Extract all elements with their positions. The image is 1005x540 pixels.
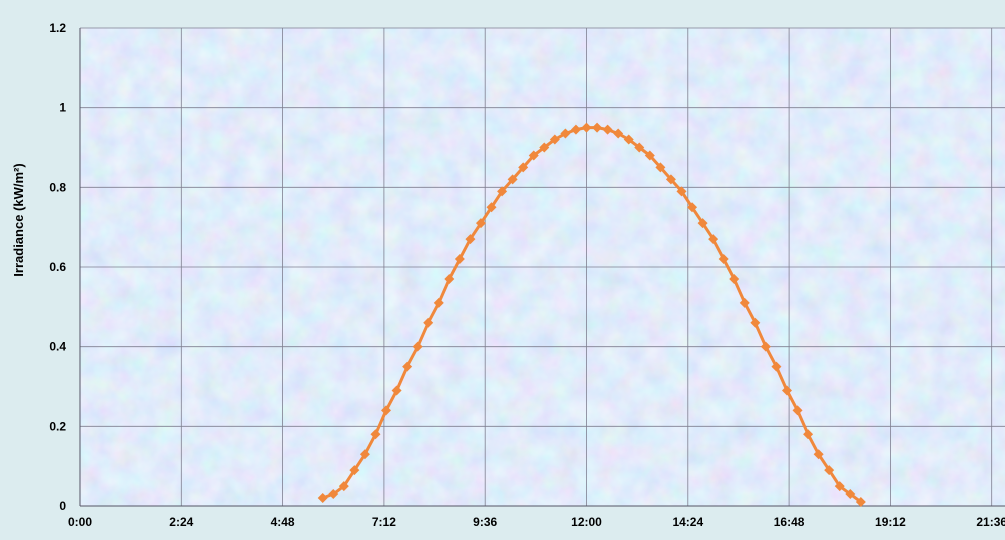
x-tick-label: 12:00 <box>571 515 602 529</box>
x-tick-label: 9:36 <box>473 515 497 529</box>
y-tick-label: 0.4 <box>49 340 66 354</box>
y-tick-label: 0.6 <box>49 260 66 274</box>
x-tick-label: 16:48 <box>774 515 805 529</box>
y-tick-label: 0 <box>59 499 66 513</box>
y-axis-title: Irradiance (kW/m²) <box>11 163 26 276</box>
x-tick-label: 2:24 <box>169 515 193 529</box>
x-tick-label: 4:48 <box>271 515 295 529</box>
y-tick-label: 1 <box>59 101 66 115</box>
x-tick-label: 19:12 <box>875 515 906 529</box>
x-tick-label: 0:00 <box>68 515 92 529</box>
x-tick-label: 14:24 <box>672 515 703 529</box>
x-tick-label: 7:12 <box>372 515 396 529</box>
y-tick-label: 0.2 <box>49 419 66 433</box>
x-tick-label: 21:36 <box>976 515 1005 529</box>
y-tick-label: 0.8 <box>49 180 66 194</box>
y-tick-label: 1.2 <box>49 21 66 35</box>
